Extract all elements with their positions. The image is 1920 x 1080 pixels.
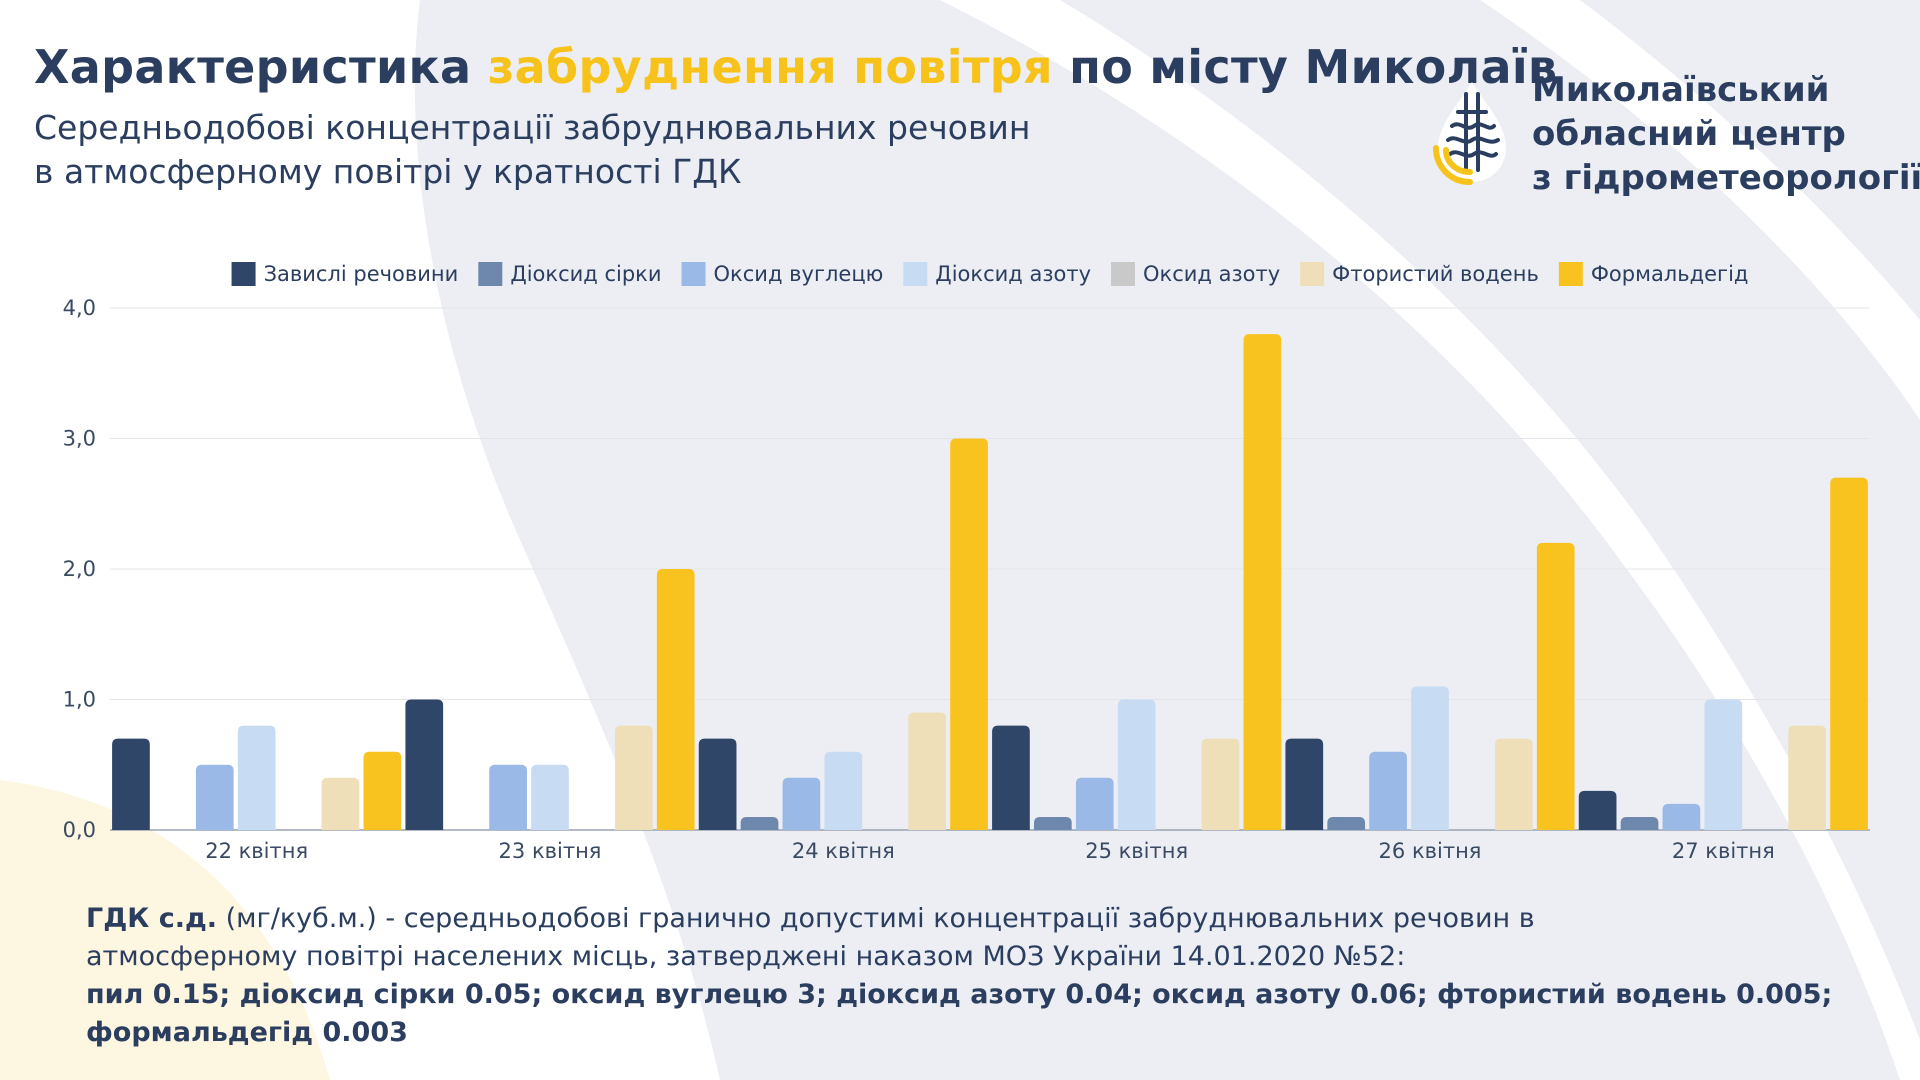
y-tick-label: 3,0 [63, 427, 96, 451]
legend-item: Діоксид азоту [903, 262, 1091, 286]
bar [1034, 816, 1072, 830]
bar [1117, 699, 1156, 830]
bar [489, 764, 527, 830]
footnote-line-3: пил 0.15; діоксид сірки 0.05; оксид вугл… [86, 979, 1833, 1010]
pollution-bar-chart: Завислі речовини Діоксид сірки Оксид вугле… [63, 262, 1870, 863]
bar [1788, 725, 1826, 830]
bar [1411, 686, 1449, 830]
page-title: Характеристика забруднення повітря по мі… [34, 40, 1557, 94]
bar [1201, 738, 1240, 830]
x-tick-label: 22 квітня [205, 839, 308, 863]
bar [237, 725, 276, 830]
footnote-term: ГДК с.д. [86, 903, 218, 934]
bar [195, 764, 234, 830]
bar [1704, 699, 1743, 830]
bar [656, 569, 695, 830]
bar [363, 751, 402, 830]
org-name-line-1: Миколаївський [1532, 70, 1830, 110]
legend-label: Фтористий водень [1332, 262, 1539, 286]
footnote-line-2: атмосферному повітрі населених місць, за… [86, 941, 1406, 972]
bar [1075, 777, 1114, 830]
x-tick-label: 27 квітня [1672, 839, 1775, 863]
bar [782, 777, 821, 830]
bar [321, 777, 360, 830]
bar [614, 725, 653, 830]
y-tick-label: 4,0 [63, 296, 96, 320]
legend-item: Діоксид сірки [478, 262, 662, 286]
legend-item: Формальдегід [1558, 262, 1749, 286]
title-accent: забруднення повітря [487, 40, 1053, 94]
y-tick-label: 2,0 [63, 557, 96, 581]
org-name-line-3: з гідрометеорології [1532, 158, 1920, 198]
bar [112, 738, 150, 830]
legend-item: Фтористий водень [1300, 262, 1539, 286]
legend-label: Діоксид азоту [935, 262, 1091, 286]
bar [992, 725, 1030, 830]
x-axis-ticks: 22 квітня 23 квітня 24 квітня 25 квітня 26 к… [205, 839, 1775, 863]
legend-swatch [478, 262, 503, 286]
bar [950, 438, 988, 830]
chart-bars [112, 334, 1868, 830]
legend-swatch [231, 262, 256, 286]
background-yellow-wave [0, 780, 330, 1080]
bar [1327, 816, 1366, 830]
footnote-line-1-rest: (мг/куб.м.) - середньодобові гранично до… [217, 903, 1535, 934]
legend-swatch [1300, 262, 1325, 286]
bar [1536, 542, 1575, 830]
legend-swatch [681, 262, 706, 286]
bar [1620, 816, 1659, 830]
legend-item: Оксид азоту [1111, 262, 1280, 286]
legend-item: Оксид вуглецю [681, 262, 884, 286]
title-part-1: Характеристика [34, 40, 488, 94]
bar [1243, 334, 1282, 830]
bar [698, 738, 737, 830]
bar [1830, 477, 1868, 830]
bar [824, 751, 863, 830]
x-tick-label: 25 квітня [1085, 839, 1188, 863]
y-axis-ticks: 0,0 1,0 2,0 3,0 4,0 [63, 296, 96, 842]
x-tick-label: 23 квітня [499, 839, 602, 863]
drop-logo-icon [1433, 82, 1506, 185]
footnote-line-1: ГДК с.д. (мг/куб.м.) - середньодобові гр… [86, 900, 1886, 938]
organization-name: Миколаївський обласний центр з гідромете… [1532, 68, 1920, 200]
y-tick-label: 0,0 [63, 818, 96, 842]
title-part-2: по місту Миколаїв [1052, 40, 1558, 94]
bar [1285, 738, 1324, 830]
subtitle-line-1: Середньодобові концентрації забруднюваль… [34, 108, 1031, 147]
y-tick-label: 1,0 [63, 688, 96, 712]
chart-legend: Завислі речовини Діоксид сірки Оксид вугле… [231, 262, 1749, 286]
legend-swatch [903, 262, 928, 286]
bar [531, 764, 569, 830]
bar [1369, 751, 1407, 830]
legend-label: Завислі речовини [264, 262, 459, 286]
legend-label: Оксид азоту [1143, 262, 1280, 286]
bar [405, 699, 444, 830]
org-name-line-2: обласний центр [1532, 114, 1846, 154]
bar [1578, 790, 1617, 830]
x-tick-label: 26 квітня [1379, 839, 1482, 863]
footnote-line-4: формальдегід 0.003 [86, 1017, 408, 1048]
page-subtitle: Середньодобові концентрації забруднюваль… [34, 106, 1030, 194]
bar [908, 712, 946, 830]
legend-item: Завислі речовини [231, 262, 459, 286]
legend-swatch [1558, 262, 1583, 286]
legend-label: Формальдегід [1591, 262, 1749, 286]
footnote: ГДК с.д. (мг/куб.м.) - середньодобові гр… [86, 900, 1886, 1052]
legend-label: Діоксид сірки [510, 262, 661, 286]
bar [1662, 803, 1701, 830]
chart-gridlines [110, 307, 1870, 831]
x-tick-label: 24 квітня [792, 839, 895, 863]
subtitle-line-2: в атмосферному повітрі у кратності ГДК [34, 152, 742, 191]
bar [740, 816, 779, 830]
bar [1494, 738, 1533, 830]
legend-swatch [1111, 262, 1136, 286]
legend-label: Оксид вуглецю [714, 262, 884, 286]
